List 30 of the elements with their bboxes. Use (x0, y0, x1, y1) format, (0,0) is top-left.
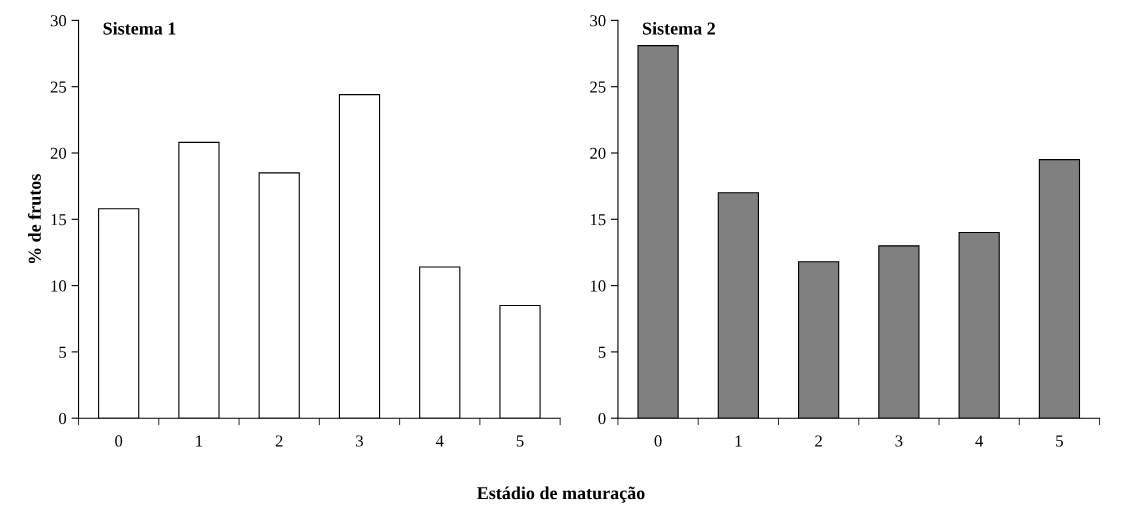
y-tick-label: 25 (590, 81, 606, 93)
x-tick-label: 3 (895, 435, 903, 447)
y-tick-label: 25 (50, 81, 67, 93)
x-tick-label: 5 (1056, 435, 1063, 447)
x-tick-label: 4 (435, 435, 444, 447)
y-tick-label: 15 (590, 214, 606, 226)
y-tick-label: 5 (598, 346, 606, 358)
x-tick-label: 2 (275, 435, 283, 447)
y-tick-label: 10 (590, 280, 606, 292)
chart-title: Sistema 2 (642, 21, 715, 35)
y-axis-title: % de frutos (27, 174, 41, 264)
x-axis-title: Estádio de maturação (477, 486, 645, 503)
x-tick-label: 1 (735, 435, 742, 447)
y-tick-label: 0 (59, 412, 67, 425)
y-tick-label: 15 (51, 214, 67, 226)
y-tick-label: 5 (59, 346, 67, 358)
y-tick-label: 30 (590, 15, 606, 27)
x-tick-label: 4 (975, 435, 984, 447)
x-tick-label: 0 (115, 435, 123, 447)
y-tick-label: 20 (590, 147, 606, 159)
chart-title: Sistema 1 (103, 21, 176, 35)
y-tick-label: 10 (51, 280, 67, 292)
y-tick-label: 20 (50, 147, 67, 159)
x-tick-label: 5 (516, 435, 524, 447)
y-tick-label: 30 (50, 15, 67, 27)
x-tick-label: 2 (815, 435, 822, 447)
y-tick-label: 0 (598, 412, 606, 425)
x-tick-label: 0 (654, 435, 662, 447)
x-tick-label: 1 (196, 435, 203, 447)
x-tick-label: 3 (356, 435, 363, 447)
